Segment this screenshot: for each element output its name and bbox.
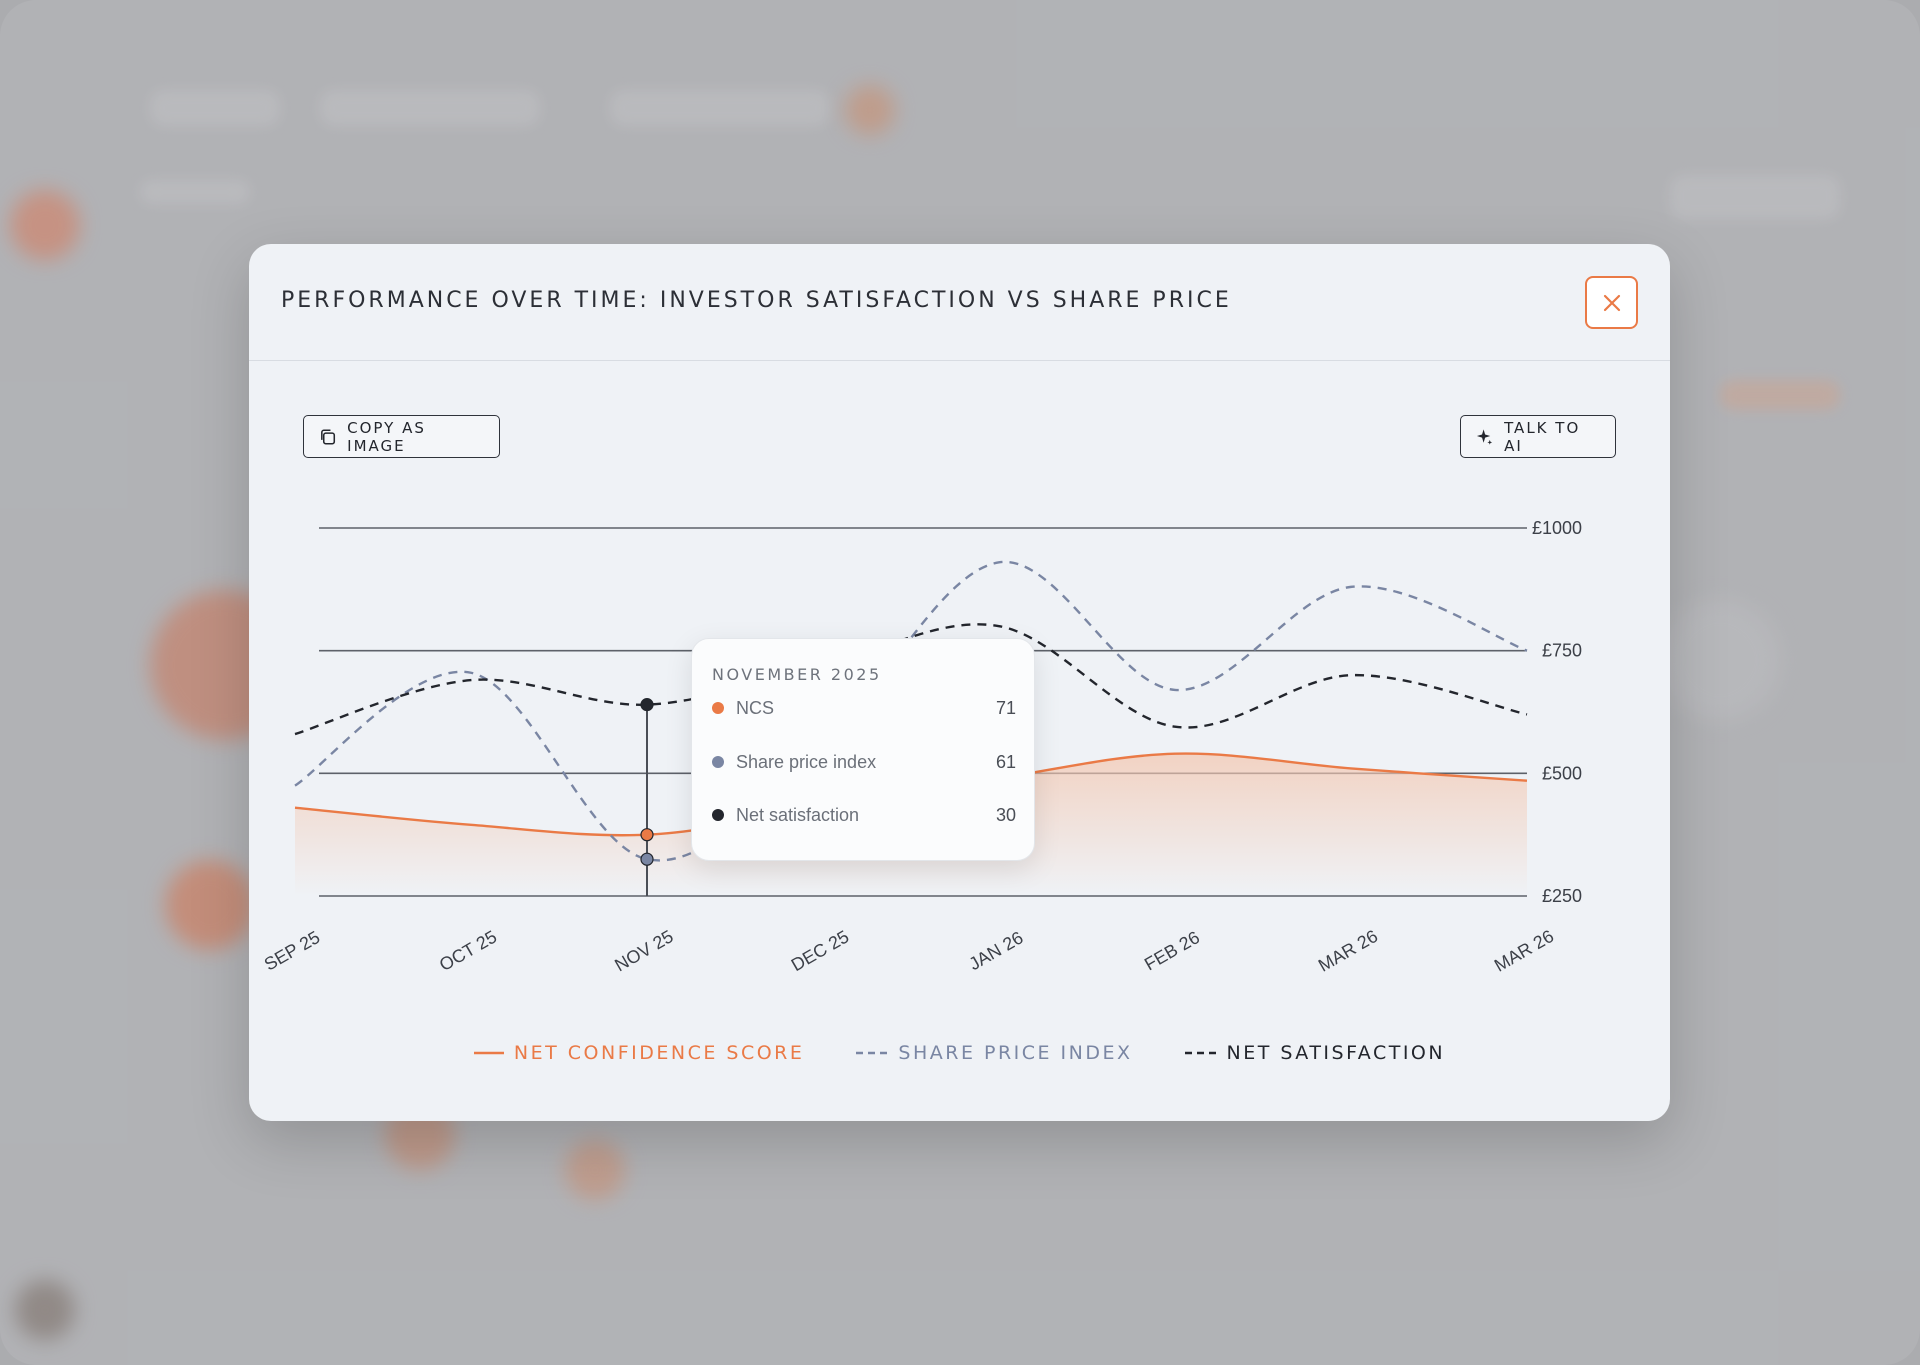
x-tick-label: SEP 25 [261,927,324,975]
chart-tooltip: NOVEMBER 2025 NCS 71 Share price index 6… [691,638,1035,861]
tooltip-row-net-satisfaction: Net satisfaction 30 [712,803,1016,827]
x-tick-label: MAR 26 [1315,926,1381,976]
dashed-line-icon [1184,1051,1217,1055]
y-tick-label: £1000 [1532,518,1582,538]
x-tick-label: FEB 26 [1141,927,1203,974]
background-tab [150,90,280,126]
x-tick-label: NOV 25 [611,926,676,975]
copy-as-image-label: COPY AS IMAGE [347,418,426,455]
background-ring [1660,600,1780,720]
ncs-dot-icon [712,702,724,714]
tooltip-value: 71 [995,697,1016,718]
chart-legend: NET CONFIDENCE SCORE SHARE PRICE INDEX N… [249,1042,1670,1064]
tooltip-label: Share price index [736,751,877,772]
background-tab [610,90,830,126]
talk-to-ai-button[interactable]: TALK TO AI [1460,415,1616,458]
tooltip-title: NOVEMBER 2025 [712,665,882,684]
modal-header: PERFORMANCE OVER TIME: INVESTOR SATISFAC… [249,244,1670,361]
chart-modal: PERFORMANCE OVER TIME: INVESTOR SATISFAC… [249,244,1670,1121]
hover-point-share-price[interactable] [640,852,654,866]
series-line-net-satisfaction [294,623,1528,736]
x-tick-label: DEC 25 [788,926,853,975]
copy-as-image-button[interactable]: COPY AS IMAGE [303,415,500,458]
legend-item-net-satisfaction[interactable]: NET SATISFACTION [1184,1042,1446,1064]
background-dot [165,860,255,950]
tooltip-label: NCS [736,697,775,718]
series-line-share-price [294,560,1528,862]
modal-title: PERFORMANCE OVER TIME: INVESTOR SATISFAC… [281,288,1232,313]
hover-point-ncs[interactable] [640,828,654,842]
legend-item-share-price[interactable]: SHARE PRICE INDEX [856,1042,1132,1064]
legend-item-ncs[interactable]: NET CONFIDENCE SCORE [473,1042,805,1064]
talk-to-ai-label: TALK TO AI [1504,418,1581,455]
tooltip-row-share-price: Share price index 61 [712,750,1016,774]
background-dot [565,1140,625,1200]
y-tick-label: £750 [1542,641,1582,661]
background-tab [320,90,540,126]
tooltip-row-ncs: NCS 71 [712,696,1016,720]
solid-line-icon [473,1051,504,1055]
legend-label-share-price: SHARE PRICE INDEX [898,1042,1133,1064]
x-tick-label: MAR 26 [1491,926,1557,976]
tooltip-label: Net satisfaction [736,804,860,825]
y-tick-label: £250 [1542,886,1582,906]
tooltip-value: 30 [995,804,1016,825]
background-chip [1720,380,1840,410]
background-avatar [845,85,895,135]
tooltip-value: 61 [995,751,1016,772]
close-icon [1603,294,1620,311]
hover-point-net-satisfaction[interactable] [640,698,654,712]
background-button [1670,175,1840,219]
background-label [140,180,250,204]
close-button[interactable] [1585,276,1638,329]
copy-icon [321,429,336,444]
legend-label-net-satisfaction: NET SATISFACTION [1226,1042,1446,1064]
background-logo [10,190,80,260]
dashed-line-icon [856,1051,889,1055]
sparkle-icon [1476,428,1493,445]
background-avatar [15,1280,75,1340]
share-price-dot-icon [712,756,724,768]
legend-label-ncs: NET CONFIDENCE SCORE [513,1042,805,1064]
x-tick-label: OCT 25 [436,926,500,975]
y-tick-label: £500 [1542,763,1582,783]
x-tick-label: JAN 26 [965,927,1026,974]
net-satisfaction-dot-icon [712,809,724,821]
